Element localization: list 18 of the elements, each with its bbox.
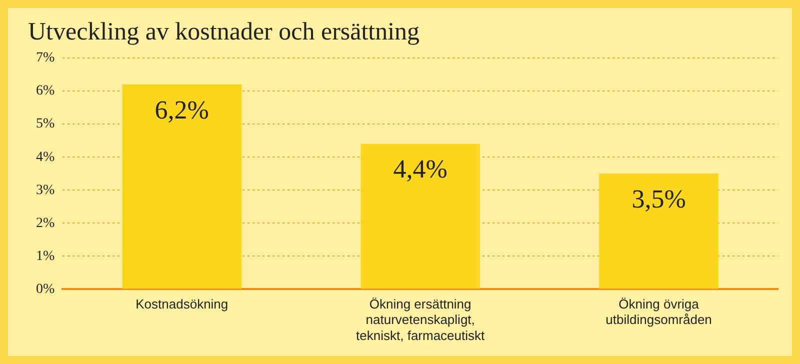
y-tick-label: 6%	[36, 84, 55, 99]
y-tick-label: 1%	[36, 248, 55, 264]
chart-title: Utveckling av kostnader och ersättning	[28, 18, 420, 46]
bar	[122, 84, 242, 289]
data-label: 3,5%	[632, 184, 686, 214]
bar	[360, 144, 480, 289]
data-label: 6,2%	[154, 95, 209, 124]
x-tick-label: Kostnadsökning	[136, 296, 228, 312]
y-tick-label: 0%	[36, 282, 55, 297]
x-tick-label: Ökning ersättning naturvetenskapligt, tekniskt, farmaceutiskt	[356, 296, 486, 343]
y-tick-label: 7%	[36, 50, 55, 66]
x-tick-label: Ökning övriga utbildingsområden	[606, 296, 712, 328]
data-label: 4,4%	[393, 154, 448, 184]
y-tick-label: 3%	[36, 182, 55, 198]
y-tick-label: 5%	[36, 116, 55, 132]
y-tick-label: 2%	[36, 216, 55, 231]
bar	[599, 174, 718, 289]
y-tick-label: 4%	[36, 150, 55, 165]
